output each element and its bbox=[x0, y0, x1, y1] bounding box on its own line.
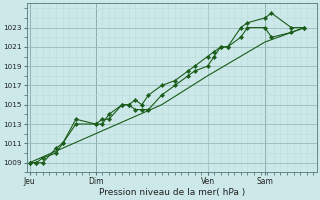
X-axis label: Pression niveau de la mer( hPa ): Pression niveau de la mer( hPa ) bbox=[99, 188, 245, 197]
